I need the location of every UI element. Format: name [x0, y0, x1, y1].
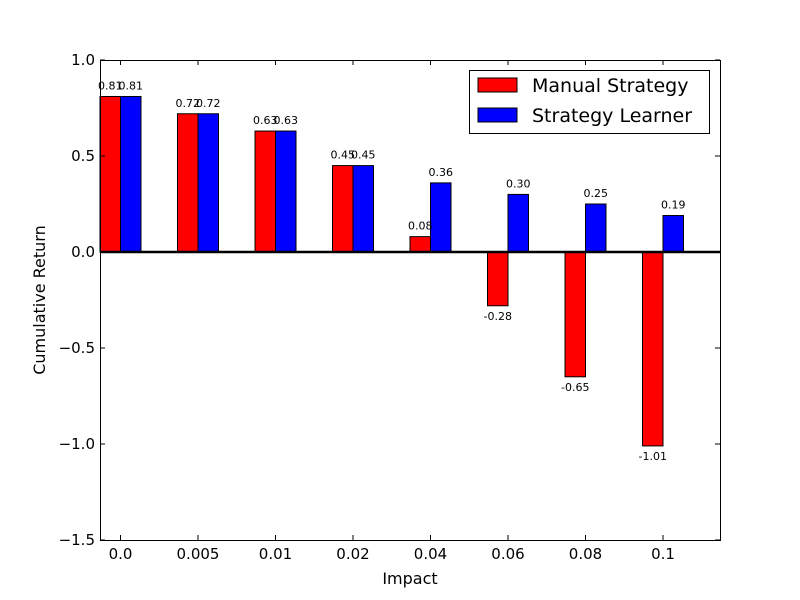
data-label: 0.36 [429, 166, 454, 179]
data-label: 0.25 [584, 187, 609, 200]
bar-manual-strategy-1 [177, 113, 199, 253]
bar-manual-strategy-7 [642, 251, 664, 447]
x-tick-label: 0.02 [336, 545, 369, 563]
bar-manual-strategy-6 [564, 251, 586, 378]
x-axis-label: Impact [382, 569, 437, 588]
data-label: 0.72 [176, 97, 201, 110]
x-axis: 0.0 0.005 0.01 0.02 0.04 0.06 0.08 0.1 [109, 60, 675, 563]
x-tick-label: 0.04 [414, 545, 447, 563]
legend-swatch-manual-strategy [477, 77, 518, 93]
bar-strategy-learner-7 [662, 215, 684, 253]
x-tick-label: 0.01 [259, 545, 292, 563]
x-tick-label: 0.0 [109, 545, 133, 563]
bar-strategy-learner-4 [430, 182, 452, 253]
bar-strategy-learner-1 [197, 113, 219, 253]
data-label: 0.19 [661, 199, 686, 212]
bar-strategy-learner-2 [275, 130, 297, 253]
bar-strategy-learner-6 [585, 203, 607, 253]
bar-manual-strategy-2 [254, 130, 276, 253]
data-label: 0.45 [331, 149, 356, 162]
plot-frame [100, 60, 721, 541]
data-label: -0.65 [561, 381, 589, 394]
data-label: -1.01 [639, 450, 667, 463]
data-label: 0.45 [351, 149, 376, 162]
y-axis-label: Cumulative Return [30, 225, 49, 375]
y-tick-label: 0.5 [71, 147, 95, 165]
y-tick-label: −1.0 [59, 435, 95, 453]
legend-swatch-strategy-learner [477, 107, 518, 123]
data-label: 0.81 [98, 79, 123, 92]
y-tick-label: 0.0 [71, 243, 95, 261]
data-label: 0.81 [119, 79, 144, 92]
legend-label: Strategy Learner [532, 105, 692, 127]
bars-group [99, 95, 684, 447]
data-label: -0.28 [484, 310, 512, 323]
data-label: 0.30 [506, 177, 531, 190]
bar-strategy-learner-5 [507, 193, 529, 253]
legend-label: Manual Strategy [532, 75, 689, 97]
data-label: 0.72 [196, 97, 221, 110]
data-label: 0.63 [253, 114, 278, 127]
bar-manual-strategy-4 [409, 236, 431, 253]
y-tick-label: −1.5 [59, 531, 95, 549]
data-label: 0.08 [408, 220, 433, 233]
bar-strategy-learner-3 [352, 165, 374, 253]
x-tick-label: 0.06 [491, 545, 524, 563]
x-tick-label: 0.08 [569, 545, 602, 563]
y-tick-label: 1.0 [71, 51, 95, 69]
y-axis: 1.0 0.5 0.0 −0.5 −1.0 −1.5 [59, 51, 720, 549]
bar-manual-strategy-0 [99, 95, 121, 253]
bar-manual-strategy-3 [332, 165, 354, 253]
bar-strategy-learner-0 [120, 95, 142, 253]
y-tick-label: −0.5 [59, 339, 95, 357]
x-tick-label: 0.005 [177, 545, 220, 563]
legend: Manual Strategy Strategy Learner [469, 70, 710, 134]
data-labels-group: 0.81 0.72 0.63 0.45 0.08 -0.28 -0.65 -1.01 0.81 0… [98, 79, 686, 462]
data-label: 0.63 [274, 114, 299, 127]
bar-manual-strategy-5 [487, 251, 509, 307]
x-tick-label: 0.1 [651, 545, 675, 563]
